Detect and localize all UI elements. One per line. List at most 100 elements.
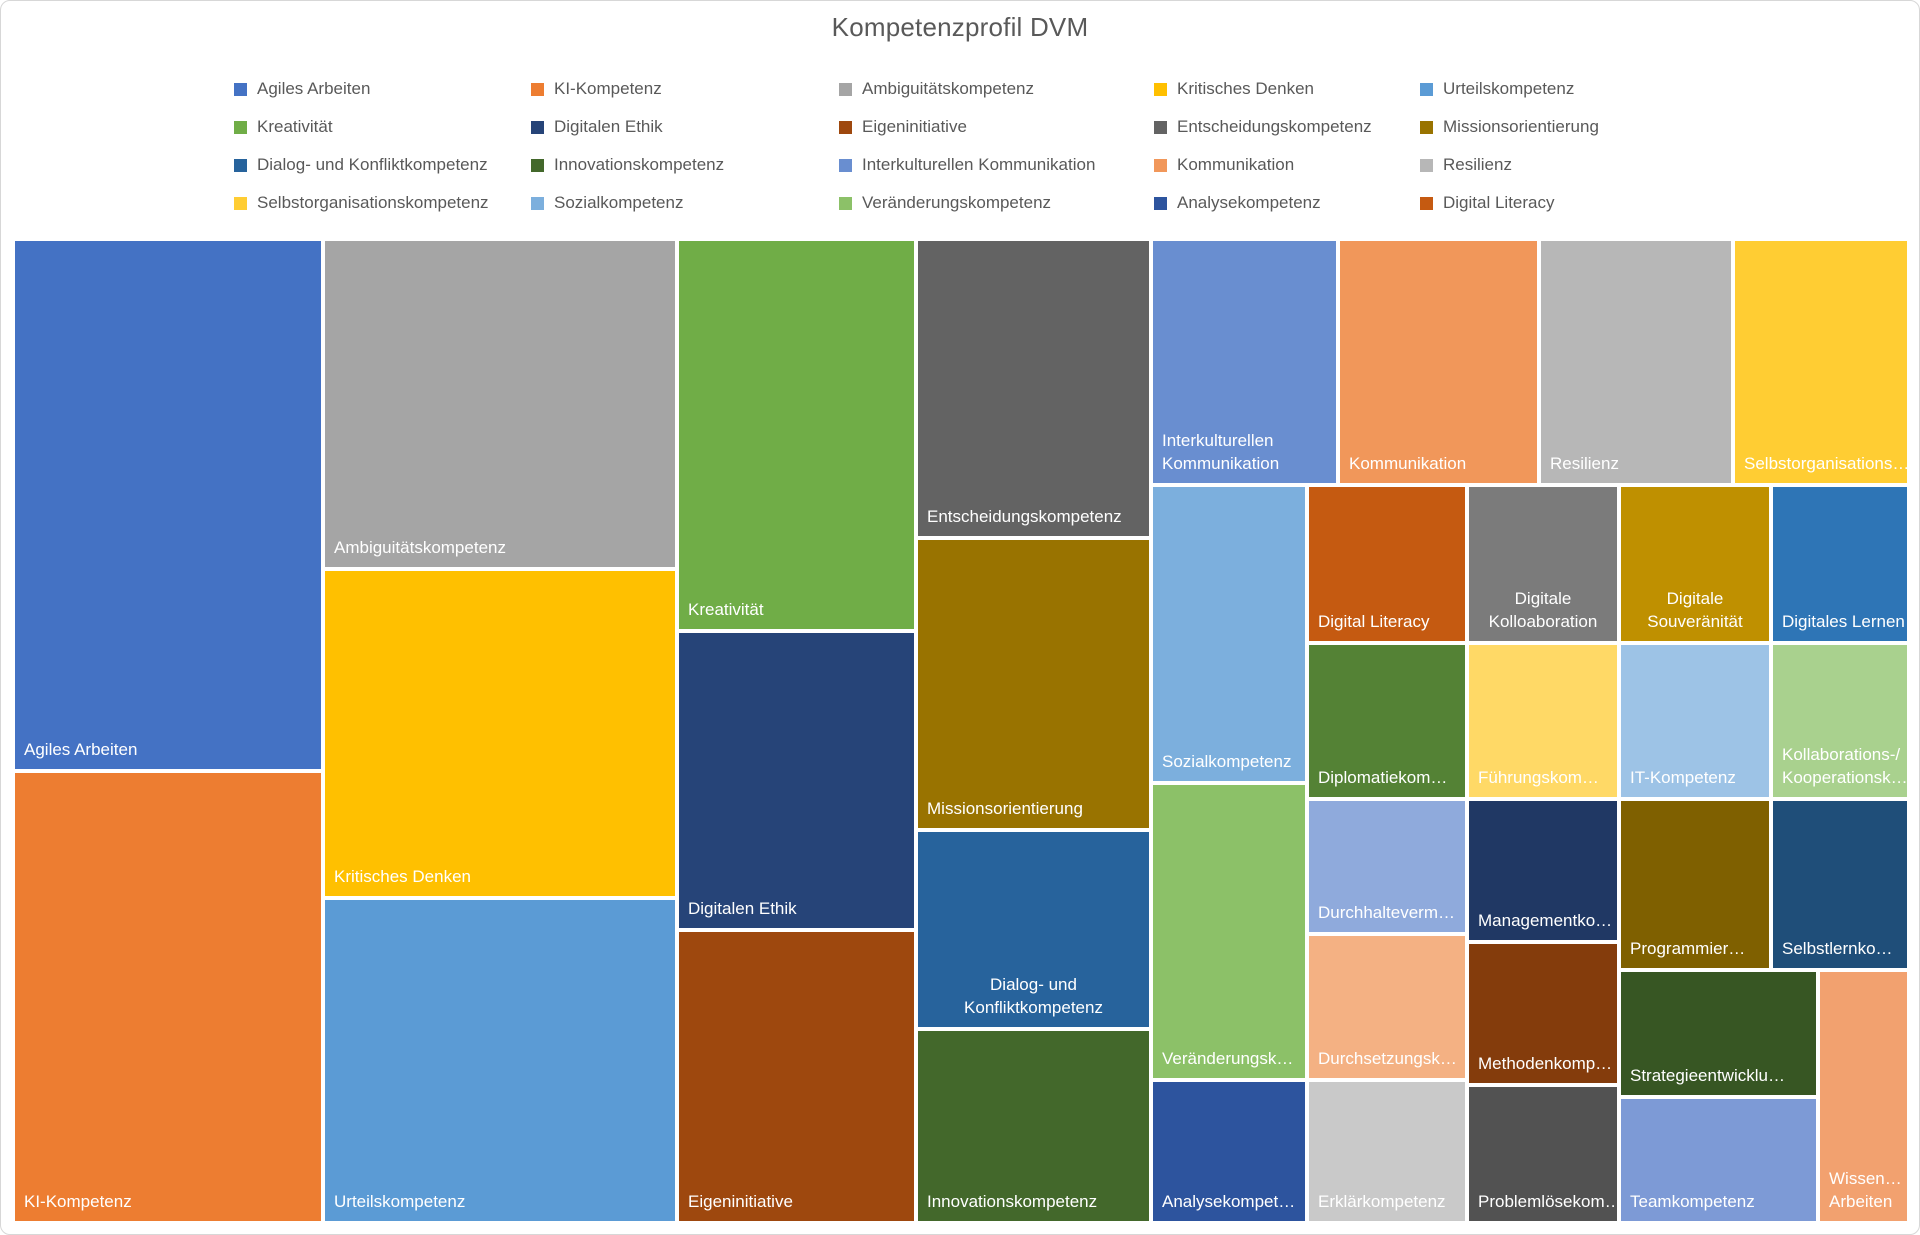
treemap-tile[interactable]: Managementko…: [1469, 801, 1617, 940]
treemap-tile[interactable]: Interkulturellen Kommunikation: [1153, 241, 1336, 483]
legend-label: Kommunikation: [1177, 155, 1295, 174]
legend-item[interactable]: Resilienz: [1420, 155, 1512, 175]
legend-item[interactable]: KI-Kompetenz: [531, 79, 662, 99]
treemap-tile[interactable]: Führungskom…: [1469, 645, 1617, 797]
tile-label: Analysekompet…: [1162, 1191, 1296, 1211]
treemap-tile[interactable]: Teamkompetenz: [1621, 1099, 1816, 1221]
treemap-tile[interactable]: IT-Kompetenz: [1621, 645, 1769, 797]
legend-item[interactable]: Analysekompetenz: [1154, 193, 1321, 213]
tile-label: Missionsorientierung: [927, 798, 1083, 818]
legend-label: Digitalen Ethik: [554, 117, 663, 136]
treemap-tile[interactable]: Problemlösekom…: [1469, 1087, 1622, 1221]
legend-item[interactable]: Entscheidungskompetenz: [1154, 117, 1372, 137]
legend-item[interactable]: Ambiguitätskompetenz: [839, 79, 1034, 99]
treemap-tile[interactable]: Innovationskompetenz: [918, 1031, 1149, 1221]
legend-item[interactable]: Kommunikation: [1154, 155, 1294, 175]
treemap-tile[interactable]: Selbstorganisations…: [1735, 241, 1909, 483]
legend-label: Ambiguitätskompetenz: [862, 79, 1034, 98]
treemap-tile[interactable]: Kritisches Denken: [325, 571, 675, 896]
legend-label: Agiles Arbeiten: [257, 79, 371, 98]
treemap-tile[interactable]: Digitalen Ethik: [679, 633, 914, 928]
tile-label: Innovationskompetenz: [927, 1191, 1098, 1211]
tile-label: Selbstlernko…: [1782, 938, 1893, 958]
legend-item[interactable]: Dialog- und Konfliktkompetenz: [234, 155, 488, 175]
treemap-tile[interactable]: Missionsorientierung: [918, 540, 1149, 828]
treemap-tile[interactable]: Kollaborations-/ Kooperationsk…: [1773, 645, 1908, 797]
treemap-tile[interactable]: Ambiguitätskompetenz: [325, 241, 675, 567]
tile-label: Sozialkompetenz: [1162, 751, 1292, 771]
legend-item[interactable]: Eigeninitiative: [839, 117, 967, 137]
legend-swatch-icon: [234, 82, 247, 96]
legend-swatch-icon: [531, 196, 544, 210]
treemap-tile[interactable]: Durchsetzungsk…: [1309, 936, 1465, 1078]
chart-legend: Agiles Arbeiten KI-Kompetenz Ambiguitätsko…: [1, 1, 1919, 231]
treemap-tile[interactable]: Digitale Souveränität: [1621, 487, 1769, 641]
treemap-tile[interactable]: Dialog- und Konfliktkompetenz: [918, 832, 1149, 1027]
tile-label: Interkulturellen Kommunikation: [1162, 431, 1280, 473]
legend-swatch-icon: [1154, 82, 1167, 96]
legend-label: Dialog- und Konfliktkompetenz: [257, 155, 488, 174]
treemap-tile[interactable]: Digitale Kolloaboration: [1469, 487, 1617, 641]
legend-label: Kreativität: [257, 117, 333, 136]
treemap-tile[interactable]: Digitales Lernen: [1773, 487, 1907, 641]
treemap-tile[interactable]: Kreativität: [679, 241, 914, 629]
legend-item[interactable]: Selbstorganisationskompetenz: [234, 193, 489, 213]
tile-label: Digitale Souveränität: [1647, 589, 1743, 631]
legend-swatch-icon: [839, 196, 852, 210]
treemap-tile[interactable]: Strategieentwicklu…: [1621, 972, 1816, 1095]
legend-swatch-icon: [1154, 120, 1167, 134]
legend-item[interactable]: Sozialkompetenz: [531, 193, 683, 213]
legend-swatch-icon: [839, 158, 852, 172]
treemap-tile[interactable]: Sozialkompetenz: [1153, 487, 1305, 781]
legend-item[interactable]: Urteilskompetenz: [1420, 79, 1574, 99]
treemap-tile[interactable]: Entscheidungskompetenz: [918, 241, 1149, 536]
treemap-tile[interactable]: Selbstlernko…: [1773, 801, 1907, 968]
tile-label: Strategieentwicklu…: [1630, 1065, 1785, 1085]
treemap-tile[interactable]: Agiles Arbeiten: [15, 241, 321, 769]
tile-label: Digitales Lernen: [1782, 611, 1905, 631]
legend-item[interactable]: Agiles Arbeiten: [234, 79, 370, 99]
legend-swatch-icon: [1154, 196, 1167, 210]
tile-label: Urteilskompetenz: [334, 1191, 466, 1211]
legend-item[interactable]: Digital Literacy: [1420, 193, 1555, 213]
legend-swatch-icon: [1154, 158, 1167, 172]
treemap-tile[interactable]: Digital Literacy: [1309, 487, 1465, 641]
legend-label: Missionsorientierung: [1443, 117, 1599, 136]
legend-item[interactable]: Missionsorientierung: [1420, 117, 1599, 137]
tile-label: Ambiguitätskompetenz: [334, 537, 506, 557]
treemap-tile[interactable]: Erklärkompetenz: [1309, 1082, 1465, 1221]
legend-item[interactable]: Interkulturellen Kommunikation: [839, 155, 1095, 175]
treemap-tile[interactable]: Urteilskompetenz: [325, 900, 675, 1221]
tile-label: Digitalen Ethik: [688, 898, 797, 918]
tile-label: Diplomatiekom…: [1318, 767, 1448, 787]
treemap-tile[interactable]: Analysekompet…: [1153, 1082, 1305, 1221]
tile-label: Digital Literacy: [1318, 611, 1430, 631]
legend-swatch-icon: [531, 120, 544, 134]
legend-item[interactable]: Kreativität: [234, 117, 333, 137]
treemap-tile[interactable]: Resilienz: [1541, 241, 1731, 483]
treemap-tile[interactable]: KI-Kompetenz: [15, 773, 321, 1221]
treemap-tile[interactable]: Eigeninitiative: [679, 932, 914, 1221]
legend-label: Resilienz: [1443, 155, 1512, 174]
legend-label: Entscheidungskompetenz: [1177, 117, 1372, 136]
legend-label: Selbstorganisationskompetenz: [257, 193, 489, 212]
tile-label: Resilienz: [1550, 453, 1619, 473]
treemap-tile[interactable]: Kommunikation: [1340, 241, 1537, 483]
treemap-tile[interactable]: Methodenkomp…: [1469, 944, 1617, 1083]
treemap-tile[interactable]: Programmier…: [1621, 801, 1769, 968]
legend-swatch-icon: [839, 82, 852, 96]
tile-label: Agiles Arbeiten: [24, 739, 138, 759]
treemap-tile[interactable]: Diplomatiekom…: [1309, 645, 1465, 797]
legend-item[interactable]: Digitalen Ethik: [531, 117, 663, 137]
legend-label: Kritisches Denken: [1177, 79, 1315, 98]
treemap-tile[interactable]: Veränderungsk…: [1153, 785, 1305, 1078]
tile-label: Kommunikation: [1349, 453, 1467, 473]
legend-item[interactable]: Kritisches Denken: [1154, 79, 1314, 99]
treemap-tile[interactable]: Durchhalteverm…: [1309, 801, 1465, 932]
legend-item[interactable]: Innovationskompetenz: [531, 155, 724, 175]
tile-label: Durchhalteverm…: [1318, 902, 1455, 922]
tile-label: Veränderungsk…: [1162, 1048, 1294, 1068]
legend-item[interactable]: Veränderungskompetenz: [839, 193, 1051, 213]
tile-label: Kreativität: [688, 599, 764, 619]
treemap-tile[interactable]: Wissen… Arbeiten: [1820, 972, 1907, 1221]
